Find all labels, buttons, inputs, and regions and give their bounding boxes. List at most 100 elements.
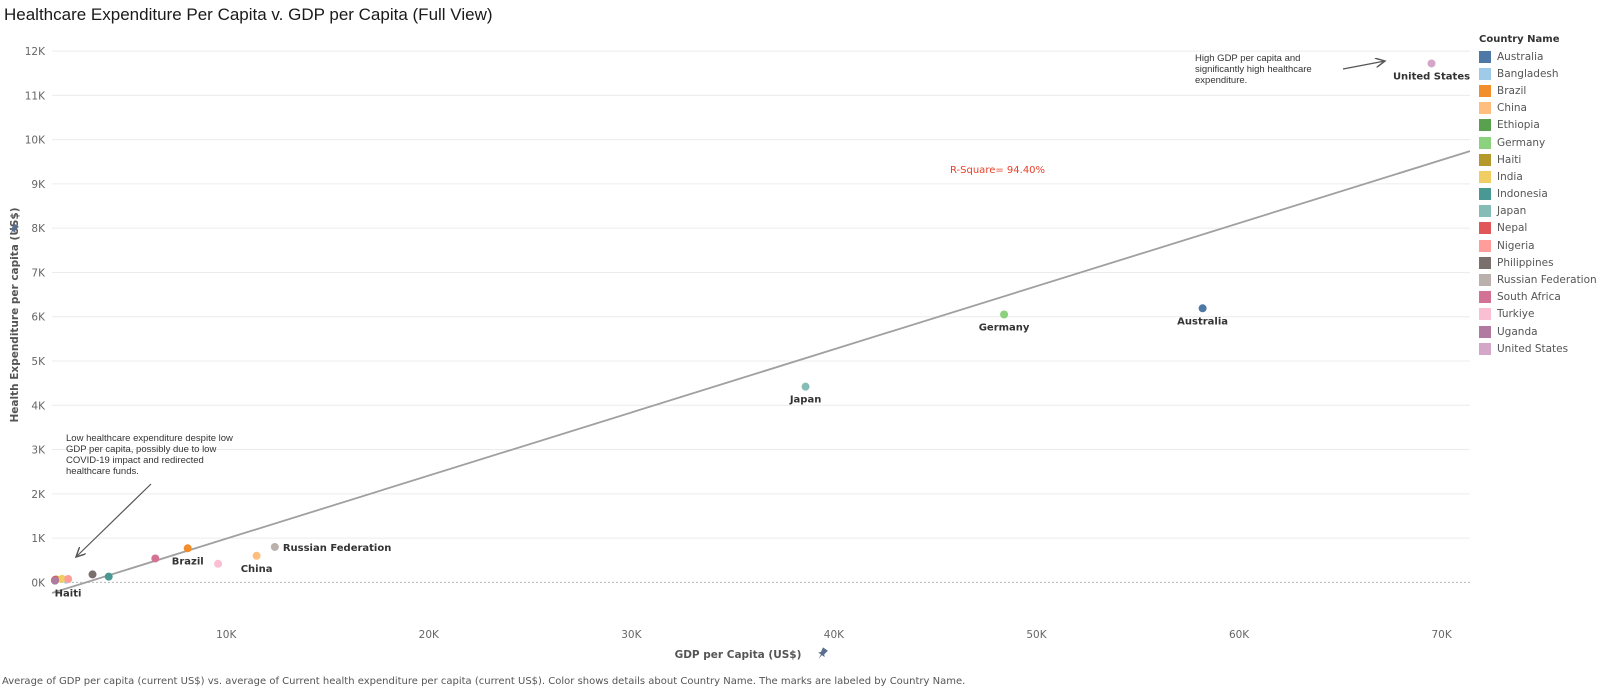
legend-swatch (1479, 325, 1491, 338)
legend-label: Indonesia (1497, 188, 1548, 201)
y-tick-label: 11K (25, 90, 46, 102)
point-indonesia (104, 572, 113, 581)
legend-swatch (1479, 153, 1491, 166)
pin-icon (818, 647, 828, 659)
legend-item[interactable]: Philippines (1479, 254, 1604, 271)
legend-label: Brazil (1497, 84, 1527, 97)
point-philippines (88, 570, 97, 579)
legend-label: Nepal (1497, 222, 1528, 235)
legend-label: Australia (1497, 50, 1544, 63)
legend-swatch (1479, 119, 1491, 132)
legend-swatch (1479, 205, 1491, 218)
legend-item[interactable]: United States (1479, 340, 1604, 357)
legend-item[interactable]: Russian Federation (1479, 271, 1604, 288)
x-tick-label: 30K (621, 629, 642, 641)
legend-swatch (1479, 239, 1491, 252)
legend-item[interactable]: Indonesia (1479, 186, 1604, 203)
legend-label: China (1497, 102, 1527, 115)
r-square-label: R-Square= 94.40% (950, 165, 1046, 176)
annotation-high-arrow (1342, 61, 1385, 70)
point-label: Brazil (172, 556, 204, 567)
y-tick-label: 1K (31, 533, 46, 545)
legend-label: Uganda (1497, 325, 1538, 338)
legend-item[interactable]: Uganda (1479, 323, 1604, 340)
legend-item[interactable]: Ethiopia (1479, 117, 1604, 134)
y-axis-ticks: 0K 1K 2K 3K 4K 5K 6K 7K 8K 9K 10K 11K 12K (25, 46, 46, 589)
point-india (58, 574, 67, 583)
legend-swatch (1479, 50, 1491, 63)
legend-label: United States (1497, 342, 1569, 355)
point-label: Russian Federation (283, 543, 392, 554)
point-label: Japan (789, 395, 822, 406)
legend-swatch (1479, 222, 1491, 235)
legend-swatch (1479, 136, 1491, 149)
chart-title: Healthcare Expenditure Per Capita v. GDP… (4, 5, 493, 24)
point-label: United States (1393, 71, 1470, 82)
legend-label: Russian Federation (1497, 274, 1597, 287)
point-south-africa (151, 554, 160, 563)
legend-label: India (1497, 170, 1523, 183)
y-tick-label: 0K (31, 577, 46, 589)
trend-line (51, 150, 1471, 594)
legend-swatch (1479, 342, 1491, 355)
point-china (252, 551, 261, 560)
legend-item[interactable]: China (1479, 100, 1604, 117)
pin-icon (9, 223, 19, 235)
point-label: China (241, 564, 273, 575)
x-axis-ticks: 10K 20K 30K 40K 50K 60K 70K (216, 629, 1453, 641)
point-label: Germany (979, 323, 1030, 334)
legend-swatch (1479, 67, 1491, 80)
legend-label: Japan (1497, 205, 1527, 218)
legend-item[interactable]: Bangladesh (1479, 65, 1604, 82)
x-tick-label: 20K (419, 629, 440, 641)
legend-item[interactable]: India (1479, 168, 1604, 185)
legend-item[interactable]: Brazil (1479, 82, 1604, 99)
y-tick-label: 3K (31, 445, 46, 457)
point-labels: Australia Brazil China Germany Haiti Japan Rus… (55, 71, 1470, 599)
legend: Country Name Australia Bangladesh Brazil Ch… (1479, 34, 1604, 357)
legend-label: Germany (1497, 136, 1546, 149)
y-tick-label: 5K (31, 356, 46, 368)
legend-item[interactable]: Australia (1479, 48, 1604, 65)
legend-item[interactable]: Germany (1479, 134, 1604, 151)
y-tick-label: 2K (31, 489, 46, 501)
legend-label: Turkiye (1497, 308, 1535, 321)
x-tick-label: 70K (1432, 629, 1453, 641)
y-tick-label: 7K (31, 267, 46, 279)
legend-item[interactable]: Japan (1479, 203, 1604, 220)
legend-label: Ethiopia (1497, 119, 1540, 132)
annotation-low-arrow (76, 483, 152, 557)
legend-label: Nigeria (1497, 239, 1535, 252)
legend-item[interactable]: Turkiye (1479, 306, 1604, 323)
point-label: Haiti (55, 588, 82, 599)
legend-item[interactable]: Nepal (1479, 220, 1604, 237)
x-axis-label: GDP per Capita (US$) (675, 649, 802, 661)
point-germany (1000, 310, 1009, 319)
legend-item[interactable]: Nigeria (1479, 237, 1604, 254)
point-australia (1198, 304, 1207, 313)
legend-swatch (1479, 102, 1491, 115)
legend-item[interactable]: Haiti (1479, 151, 1604, 168)
legend-item[interactable]: South Africa (1479, 289, 1604, 306)
point-russian-federation (270, 542, 279, 551)
x-tick-label: 10K (216, 629, 237, 641)
annotation-low-expenditure: Low healthcare expenditure despite low G… (66, 433, 233, 477)
legend-swatch (1479, 84, 1491, 97)
point-nigeria (64, 575, 73, 584)
x-tick-label: 40K (824, 629, 845, 641)
legend-swatch (1479, 274, 1491, 287)
y-axis-label: Health Expenditure per capita (US$) (9, 207, 21, 422)
y-tick-label: 8K (31, 223, 46, 235)
point-japan (801, 382, 810, 391)
grid-lines (52, 50, 1470, 583)
y-tick-label: 9K (31, 179, 46, 191)
point-brazil (183, 544, 192, 553)
legend-swatch (1479, 188, 1491, 201)
legend-label: Philippines (1497, 256, 1554, 269)
y-tick-label: 4K (31, 400, 46, 412)
y-tick-label: 10K (25, 135, 46, 147)
y-tick-label: 6K (31, 312, 46, 324)
legend-swatch (1479, 291, 1491, 304)
annotation-high-expenditure: High GDP per capita and significantly hi… (1195, 53, 1312, 86)
